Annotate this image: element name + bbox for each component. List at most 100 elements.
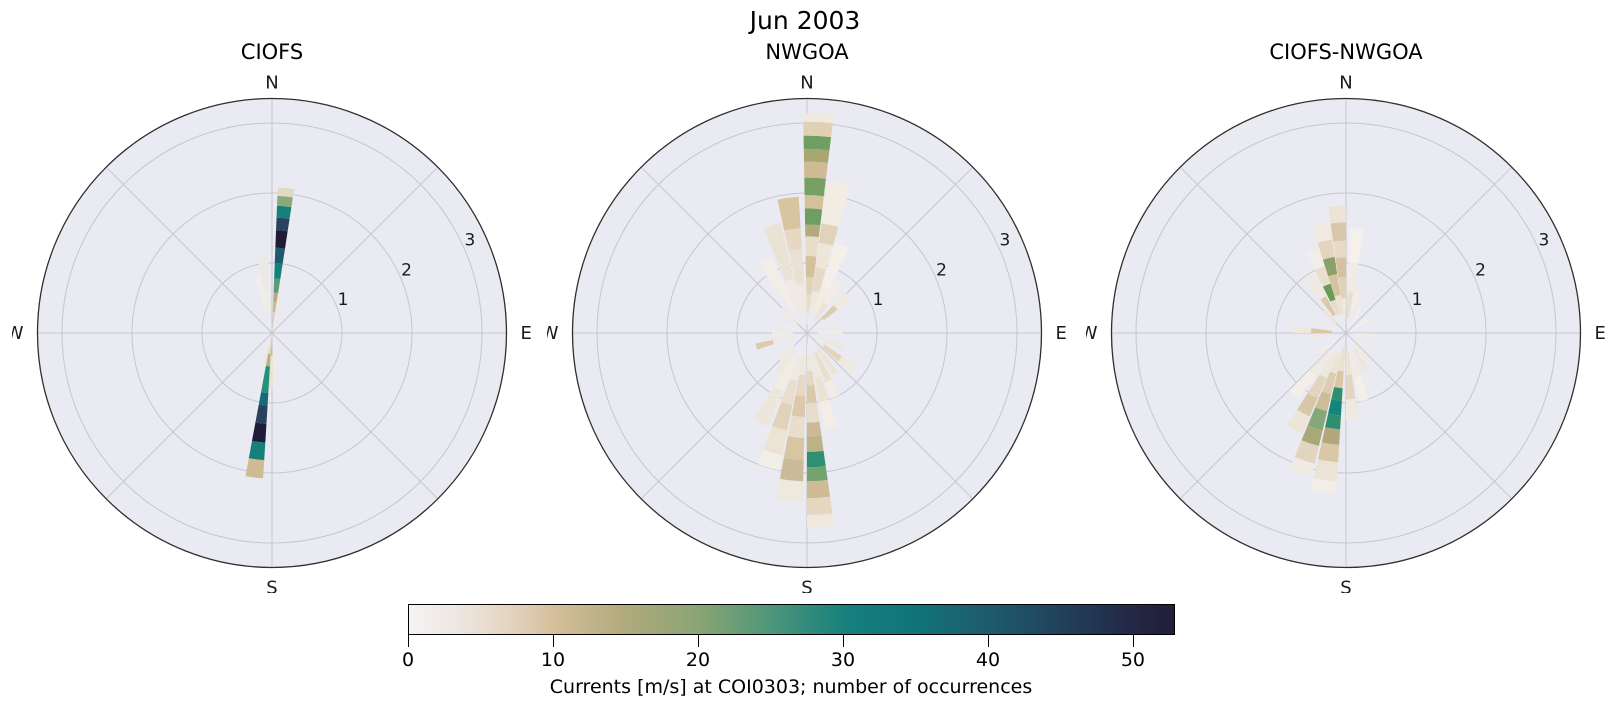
rose-petal-segment [1320,296,1336,317]
rose-petal-segment [776,321,798,331]
colorbar-tick-label: 10 [540,649,566,671]
rose-petal-segment [772,335,794,345]
rose-petal-segment [276,205,292,219]
rose-petal-segment [1334,370,1344,389]
rose-petal-segment [823,280,843,305]
rose-petal-segment [817,329,842,335]
rose-petal-segment [261,366,270,394]
rose-petal-segment [821,305,838,321]
rose-petal-segment [799,353,807,375]
rose-petal-segment [779,307,798,325]
rose-petal-segment [1306,247,1325,271]
rose-petal-segment [1331,386,1343,401]
rose-petal-segment [1337,346,1346,372]
compass-label: W [12,323,24,344]
polar-grid-spoke [640,166,808,334]
rose-petal-segment [774,356,797,392]
rose-petals [245,187,295,479]
rose-petal-segment [1307,374,1327,399]
polar-grid-spoke [806,332,974,500]
rose-petal-segment [821,180,851,227]
rose-petal-segment [816,346,838,376]
rose-petal-segment [763,426,788,456]
compass-label: W [1086,323,1098,344]
rose-petal-segment [1315,391,1332,412]
rose-petal-segment [789,355,803,382]
rose-petal-segment [804,195,824,210]
rose-petal-segment [1341,298,1346,318]
rose-petal-segment [1309,350,1332,376]
colorbar-tick-mark [408,635,409,647]
rose-petal-segment [1315,340,1336,356]
rose-petal-segment [1311,477,1337,494]
rose-petal-segment [806,310,810,325]
rose-petals [1287,205,1376,494]
colorbar-gradient [408,604,1175,635]
polar-plot-nwgoa: 1 2 3 N E S W [541,73,1067,599]
rose-petal-segment [807,513,835,528]
rose-petal-segment [1293,325,1312,333]
plot-title-ciofs: CIOFS [240,40,304,64]
rose-petal-segment [272,301,277,313]
rose-petal-segment [807,343,811,358]
rose-petal-segment [276,217,290,232]
rose-petal-segment [795,374,806,396]
rose-petal-segment [255,277,268,310]
rose-petal-segment [822,344,843,362]
colorbar-tick-mark [552,635,554,647]
rose-petal-segment [837,356,857,374]
rose-petal-segment [274,294,281,316]
rose-petal-segment [258,392,269,406]
rose-petal-segment [772,401,793,431]
polar-grid-spoke [1345,166,1513,334]
radial-tick-label: 3 [1539,231,1550,251]
radial-tick-label: 1 [873,290,884,310]
plot-title-ciofs-nwgoa: CIOFS-NWGOA [1269,40,1423,64]
rose-petal-segment [1322,283,1336,302]
rose-petal-segment [273,278,281,293]
polar-outline [571,97,1043,569]
rose-petal-segment [807,421,822,437]
rose-petal-segment [776,478,804,501]
rose-petal-segment [803,135,832,151]
rose-petal-segment [779,458,804,482]
radial-tick-label: 1 [338,290,349,310]
compass-label: E [1056,323,1067,344]
rose-petal-segment [265,353,271,367]
rose-petal-segment [783,436,805,461]
polar-grid-spoke [271,332,439,500]
rose-petal-segment [1305,274,1326,300]
rose-petal-segment [1319,351,1338,378]
rose-petal-segment [818,223,839,246]
rose-petal-segment [777,196,801,231]
rose-petal-segment [1317,239,1335,260]
colorbar-tick-mark [987,635,989,647]
rose-petal-segment [1335,257,1346,278]
rose-petal-segment [824,379,840,399]
rose-petal-segment [804,161,828,179]
compass-label: S [266,578,277,594]
rose-petal-segment [819,337,844,350]
rose-petal-segment [1307,407,1328,431]
polar-grid-spoke [105,166,273,334]
polar-plot-ciofs: 1 2 3 N E S W [6,73,532,599]
polar-axes-ciofs: 1 2 3 N E S W [6,73,532,599]
rose-petal-segment [819,399,838,430]
rose-petal-segment [1321,371,1337,395]
rose-petal-segment [814,376,829,402]
rose-petal-segment [784,228,802,251]
rose-petal-segment [807,402,820,423]
rose-petal-segment [1314,266,1331,287]
rose-petal-segment [1350,307,1362,325]
rose-petal-segment [1351,319,1369,330]
rose-petal-segment [1346,350,1352,375]
rose-petal-segment [1311,328,1333,333]
rose-petal-segment [251,422,267,443]
rose-petal-segment [1347,263,1359,292]
rose-petal-segment [1354,376,1369,402]
rose-petal-segment [1346,291,1354,318]
colorbar-tick-mark [1132,635,1134,647]
rose-petal-segment [807,384,817,403]
rose-petal-segment [1349,285,1363,317]
rose-petal-segment [821,242,850,290]
